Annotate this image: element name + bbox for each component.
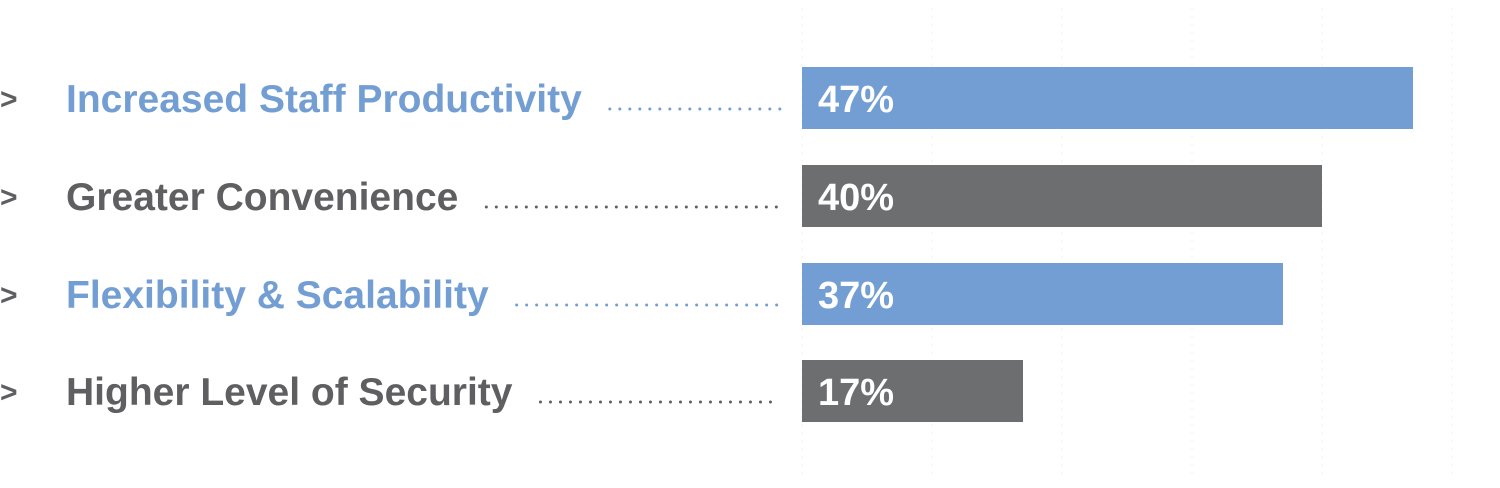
category-label: Increased Staff Productivity [66, 78, 582, 121]
category-label: Greater Convenience [66, 176, 458, 219]
row-marker: > [0, 83, 18, 116]
bar-value-label: 37% [818, 275, 894, 317]
bar [802, 263, 1283, 325]
category-label: Flexibility & Scalability [66, 274, 489, 317]
row-marker: > [0, 279, 18, 312]
row-marker: > [0, 181, 18, 214]
category-label: Higher Level of Security [66, 371, 513, 414]
row-marker: > [0, 376, 18, 409]
bar-value-label: 17% [818, 372, 894, 414]
category-labels: > Increased Staff Productivity > Greater Co… [0, 78, 782, 414]
bar [802, 360, 1023, 422]
bars: 47% 40% 37% 17% [802, 67, 1413, 422]
bar [802, 67, 1413, 129]
bar [802, 165, 1322, 227]
bar-value-label: 47% [818, 79, 894, 121]
bar-value-label: 40% [818, 177, 894, 219]
